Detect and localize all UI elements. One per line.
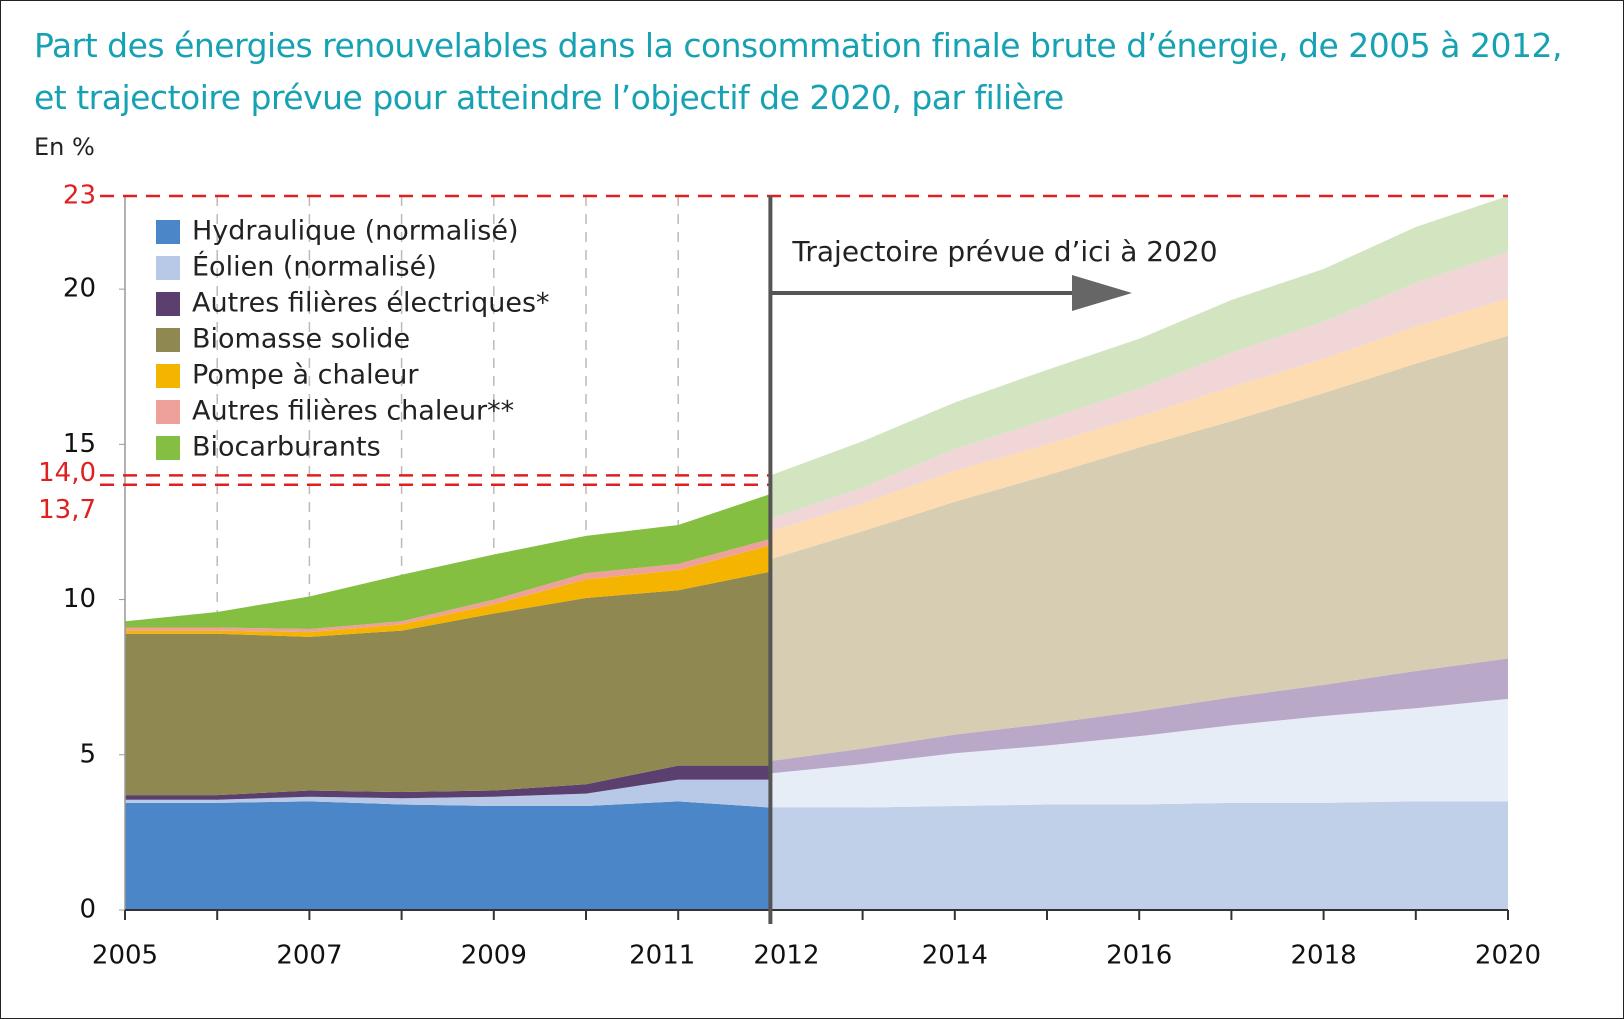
legend-swatch <box>156 436 180 460</box>
area <box>125 801 771 910</box>
legend-label: Autres filières chaleur** <box>192 396 514 427</box>
legend-swatch <box>156 400 180 424</box>
area <box>125 779 771 808</box>
area <box>770 698 1508 808</box>
legend-label: Hydraulique (normalisé) <box>192 216 518 247</box>
area <box>125 545 771 637</box>
legend-label: Biocarburants <box>192 432 381 463</box>
legend-swatch <box>156 292 180 316</box>
area <box>770 801 1508 910</box>
x-tick-label: 2014 <box>922 941 988 971</box>
x-tick-label: 2020 <box>1475 941 1541 971</box>
area <box>770 251 1508 532</box>
x-tick-label: 2009 <box>461 941 527 971</box>
x-tick-label: 2011 <box>629 941 695 971</box>
area <box>125 765 771 800</box>
x-tick-label: 2005 <box>92 941 158 971</box>
area <box>770 196 1508 519</box>
reference-label: 13,7 <box>38 495 96 525</box>
legend-swatch <box>156 220 180 244</box>
annotation: Trajectoire prévue d’ici à 2020 <box>791 235 1217 268</box>
area <box>125 539 771 633</box>
legend-swatch <box>156 364 180 388</box>
area <box>125 494 771 630</box>
chart-title: Part des énergies renouvelables dans la … <box>34 26 1562 117</box>
area <box>770 298 1508 560</box>
arrow-head <box>1072 275 1132 311</box>
legend-label: Biomasse solide <box>192 324 410 355</box>
y-tick-label: 10 <box>63 584 96 614</box>
y-tick-label: 15 <box>63 429 96 459</box>
y-tick-label: 20 <box>63 274 96 304</box>
area <box>770 335 1508 761</box>
y-tick-label: 5 <box>79 739 96 769</box>
x-tick-label: 2012 <box>753 941 819 971</box>
x-tick-label: 2018 <box>1291 941 1357 971</box>
reference-label: 14,0 <box>38 458 96 488</box>
legend-label: Éolien (normalisé) <box>192 251 437 283</box>
unit-label: En % <box>34 133 95 161</box>
legend-label: Pompe à chaleur <box>192 360 419 391</box>
y-tick-label: 0 <box>79 895 96 925</box>
reference-label: 23 <box>63 181 96 211</box>
legend-label: Autres filières électriques* <box>192 288 550 319</box>
x-tick-label: 2007 <box>276 941 342 971</box>
legend-swatch <box>156 328 180 352</box>
x-tick-label: 2016 <box>1106 941 1172 971</box>
legend-swatch <box>156 256 180 280</box>
area <box>770 658 1508 774</box>
area <box>125 571 771 796</box>
